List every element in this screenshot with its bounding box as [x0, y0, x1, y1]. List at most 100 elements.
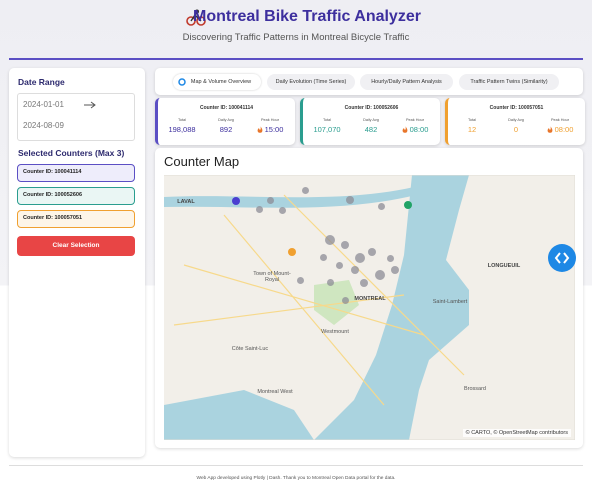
bike-icon: [186, 9, 206, 26]
radio-icon: [178, 78, 186, 86]
map[interactable]: LAVAL LONGUEUIL Town of Mount-Royal MONTREA…: [164, 175, 575, 440]
place-label: Brossard: [463, 386, 486, 392]
counter-marker[interactable]: [360, 279, 368, 287]
map-title: Counter Map: [164, 154, 240, 169]
stat-value-wrap: 08:00: [540, 125, 580, 134]
stat-label: Peak Hour: [551, 118, 569, 122]
counter-marker[interactable]: [301, 186, 309, 194]
counter-marker[interactable]: [325, 235, 335, 245]
selected-counter[interactable]: Counter ID: 100041114: [17, 164, 135, 182]
stat-value: 0: [513, 125, 519, 134]
app-subtitle: Discovering Traffic Patterns in Montreal…: [182, 32, 410, 43]
selected-marker[interactable]: [404, 201, 412, 209]
stat: Peak Hour 08:00: [540, 118, 580, 134]
counter-marker[interactable]: [377, 202, 385, 210]
place-label: LAVAL: [177, 199, 195, 205]
stat-card: Counter ID: 100041114 Total 198,088 Daily A…: [155, 98, 295, 145]
flame-icon: [547, 126, 553, 133]
counter-marker[interactable]: [386, 254, 394, 262]
stat-card: Counter ID: 100057051 Total 12 Daily Avg 0 Pe…: [445, 98, 585, 145]
counter-marker[interactable]: [341, 241, 349, 249]
start-date[interactable]: 2024-01-01: [23, 100, 64, 109]
counter-marker[interactable]: [326, 278, 334, 286]
stat-label: Daily Avg: [508, 118, 524, 122]
stat: Peak Hour 08:00: [395, 118, 435, 134]
stat: Peak Hour 15:00: [250, 118, 290, 134]
counter-marker[interactable]: [341, 296, 349, 304]
counter-marker[interactable]: [391, 266, 399, 274]
tab-bar: Map & Volume Overview Daily Evolution (T…: [155, 68, 583, 95]
place-label: Town of Mount-Royal: [253, 271, 291, 283]
stat-value: 482: [364, 125, 378, 134]
stat-label: Total: [177, 118, 187, 122]
counter-marker[interactable]: [346, 196, 354, 204]
stat-value: 15:00: [264, 125, 284, 134]
counter-marker[interactable]: [351, 266, 359, 274]
counter-marker[interactable]: [319, 253, 327, 261]
counter-marker[interactable]: [355, 253, 365, 263]
card-title: Counter ID: 100057051: [489, 105, 544, 111]
stat: Daily Avg 0: [496, 118, 536, 134]
stat-label: Total: [467, 118, 477, 122]
stat-value: 12: [467, 125, 477, 134]
map-attribution: © CARTO, © OpenStreetMap contributors: [462, 429, 571, 437]
header-rule: [9, 58, 583, 60]
nav-icon: [554, 252, 570, 264]
place-label: Montreal West: [257, 389, 293, 395]
flame-icon: [402, 126, 408, 133]
place-label: Saint-Lambert: [432, 299, 468, 305]
stat: Total 107,070: [307, 118, 347, 134]
stat-label: Daily Avg: [218, 118, 234, 122]
place-label: MONTREAL: [354, 296, 386, 302]
map-base: [164, 175, 575, 440]
selected-marker[interactable]: [288, 248, 296, 256]
stat-label: Peak Hour: [406, 118, 424, 122]
counter-marker[interactable]: [266, 196, 274, 204]
counter-marker[interactable]: [255, 205, 263, 213]
tab[interactable]: Map & Volume Overview: [173, 74, 261, 90]
place-label: Côte Saint-Luc: [231, 346, 269, 352]
stat-value: 08:00: [554, 125, 574, 134]
map-panel: Counter Map LAVAL LONGUEUIL Town of Mount-…: [155, 148, 583, 448]
stat-label: Peak Hour: [261, 118, 279, 122]
sidebar: Date Range 2024-01-01 2024-08-09 Selecte…: [9, 68, 145, 457]
app-title: Montreal Bike Traffic Analyzer: [193, 8, 421, 25]
end-date[interactable]: 2024-08-09: [23, 121, 64, 130]
footer: Web App developed using Plotly | Dash. T…: [196, 476, 396, 481]
stat-value: 107,070: [313, 125, 341, 134]
arrow-icon: [84, 101, 96, 109]
stat-card: Counter ID: 100052606 Total 107,070 Daily A…: [300, 98, 440, 145]
counter-marker[interactable]: [375, 270, 385, 280]
counter-marker[interactable]: [296, 276, 304, 284]
stat: Daily Avg 482: [351, 118, 391, 134]
stat-value: 892: [219, 125, 233, 134]
place-label: LONGUEUIL: [487, 263, 521, 269]
tab[interactable]: Daily Evolution (Time Series): [267, 74, 355, 90]
selected-marker[interactable]: [232, 197, 240, 205]
place-label: Westmount: [321, 329, 349, 335]
counter-marker[interactable]: [335, 261, 343, 269]
stat: Total 198,088: [162, 118, 202, 134]
counter-marker[interactable]: [278, 206, 286, 214]
tab[interactable]: Hourly/Daily Pattern Analysis: [360, 74, 453, 90]
flame-icon: [257, 126, 263, 133]
clear-button[interactable]: Clear Selection: [17, 236, 135, 256]
nav-button[interactable]: [548, 244, 576, 272]
stat-value: 08:00: [409, 125, 429, 134]
stat-label: Total: [322, 118, 332, 122]
counter-marker[interactable]: [368, 248, 376, 256]
card-title: Counter ID: 100041114: [199, 105, 254, 111]
stat: Total 12: [452, 118, 492, 134]
date-range-label: Date Range: [18, 77, 65, 87]
stat: Daily Avg 892: [206, 118, 246, 134]
date-picker[interactable]: 2024-01-01 2024-08-09: [17, 93, 135, 141]
stat-value: 198,088: [168, 125, 196, 134]
selected-label: Selected Counters (Max 3): [18, 148, 125, 158]
selected-counter[interactable]: Counter ID: 100057051: [17, 210, 135, 228]
selected-counter[interactable]: Counter ID: 100052606: [17, 187, 135, 205]
tab[interactable]: Traffic Pattern Twins (Similarity): [459, 74, 559, 90]
stat-value-wrap: 15:00: [250, 125, 290, 134]
card-title: Counter ID: 100052606: [344, 105, 399, 111]
